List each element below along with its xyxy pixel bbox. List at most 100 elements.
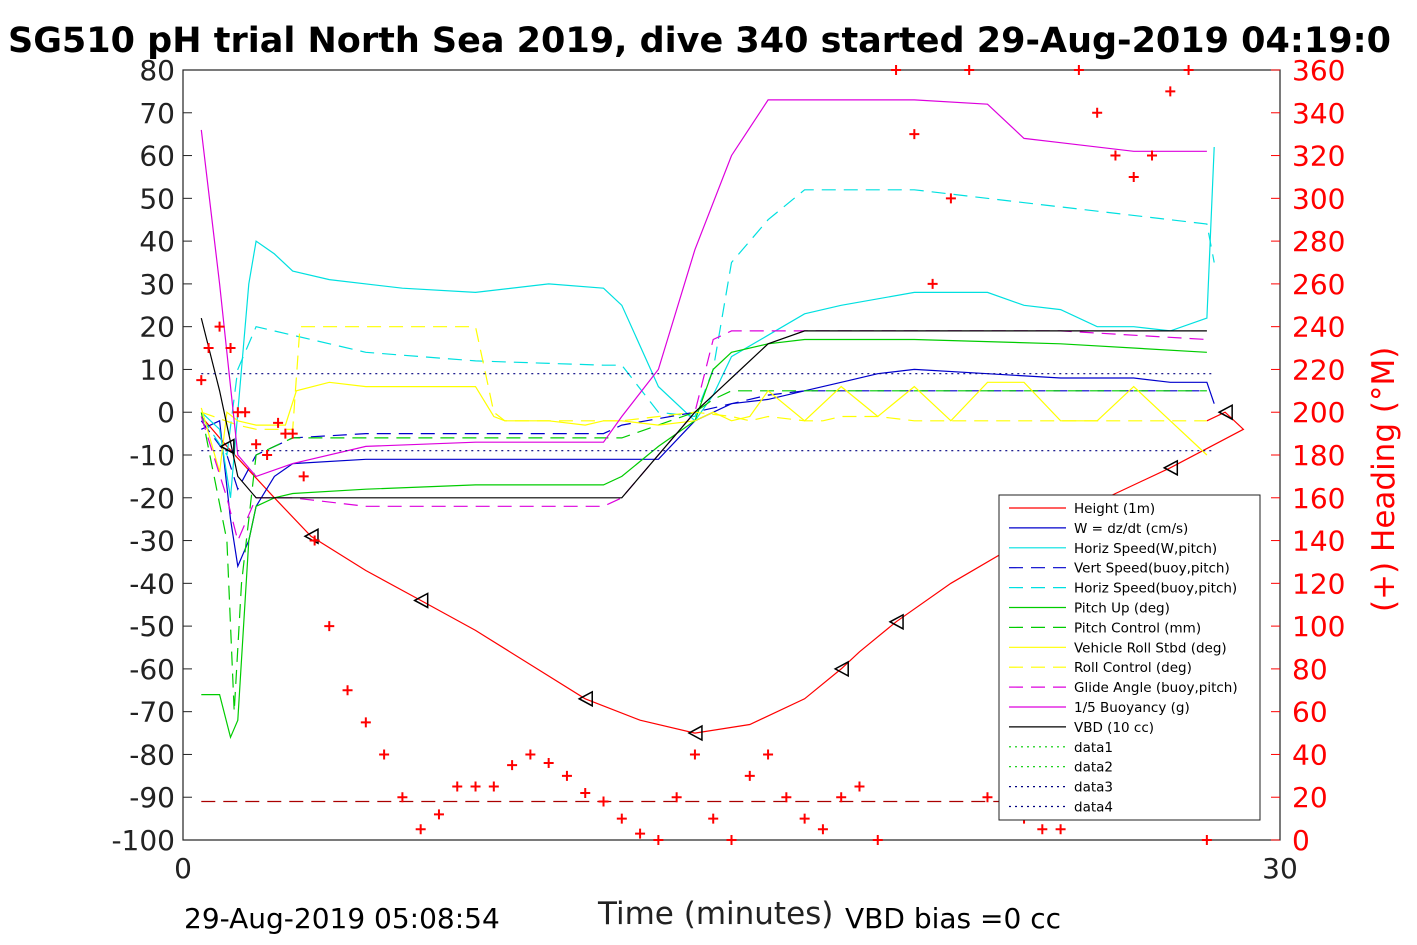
heading-marker [262, 450, 273, 460]
height-marker [1162, 459, 1179, 477]
heading-marker [817, 824, 828, 835]
heading-marker [1201, 835, 1212, 845]
height-marker [413, 592, 429, 609]
y-tick-label: -30 [129, 525, 175, 558]
legend-entry: VBD (10 cc) [1074, 720, 1154, 736]
x-tick-label: 30 [1262, 852, 1298, 885]
heading-marker [653, 835, 664, 845]
series-line-5 [201, 338, 1207, 740]
height-marker [833, 660, 849, 678]
legend: Height (1m) W = dz/dt (cm/s) Horiz Speed(W… [998, 494, 1261, 821]
y-right-tick-label: 120 [1292, 567, 1345, 600]
y-right-tick-label: 300 [1292, 182, 1345, 215]
legend-entry: Pitch Control (mm) [1074, 620, 1201, 636]
heading-marker [689, 749, 700, 760]
y-tick-label: -20 [129, 482, 175, 515]
legend-entry: Horiz Speed(buoy,pitch) [1074, 581, 1237, 597]
y-tick-label: -90 [129, 781, 175, 814]
series-line-10 [200, 99, 1207, 478]
x-axis-label: Time (minutes) [597, 896, 833, 932]
legend-entry: Vehicle Roll Stbd (deg) [1074, 640, 1227, 656]
y-right-tick-label: 180 [1292, 439, 1345, 472]
legend-entry: Horiz Speed(W,pitch) [1074, 541, 1217, 557]
heading-marker [1110, 150, 1121, 161]
legend-box [998, 494, 1261, 821]
legend-entry: data2 [1074, 760, 1113, 776]
heading-marker [909, 129, 920, 140]
heading-marker [342, 685, 353, 696]
heading-marker [1055, 824, 1066, 835]
heading-marker [452, 781, 463, 792]
y-tick-label: -60 [129, 653, 175, 686]
legend-entry: Vert Speed(buoy,pitch) [1074, 561, 1230, 577]
y-tick-label: 80 [139, 54, 175, 87]
right-axis-label: (+) Heading (°M) [1366, 347, 1402, 612]
heading-marker [324, 621, 335, 632]
heading-marker [507, 760, 518, 771]
heading-marker [1092, 107, 1103, 118]
y-right-tick-label: 220 [1292, 353, 1345, 386]
y-tick-label: -70 [129, 696, 175, 729]
heading-marker [1165, 86, 1176, 97]
chart-title: SG510 pH trial North Sea 2019, dive 340 … [8, 21, 1391, 61]
heading-marker [964, 65, 975, 75]
heading-marker [763, 749, 774, 760]
heading-marker [635, 828, 646, 839]
series-line-11 [200, 317, 1207, 499]
heading-marker [251, 439, 262, 450]
y-right-tick-label: 60 [1292, 696, 1328, 729]
heading-marker [203, 343, 214, 354]
heading-marker [854, 781, 865, 792]
heading-marker [891, 65, 902, 75]
y-right-tick-label: 20 [1292, 781, 1328, 814]
footer-vbd-bias: VBD bias =0 cc [845, 902, 1061, 935]
legend-entry: W = dz/dt (cm/s) [1074, 521, 1188, 537]
y-right-tick-label: 200 [1292, 396, 1345, 429]
heading-marker [799, 813, 810, 824]
heading-marker [1183, 65, 1194, 75]
heading-marker [298, 471, 309, 482]
heading-marker [240, 407, 251, 418]
heading-marker [781, 792, 792, 803]
series-line-8 [201, 326, 1207, 430]
y-right-tick-label: 160 [1292, 482, 1345, 515]
heading-marker [744, 770, 755, 781]
series-line-0 [200, 411, 1245, 734]
y-tick-label: 20 [139, 311, 175, 344]
heading-marker [309, 535, 320, 546]
heading-marker [196, 375, 207, 386]
y-right-tick-label: 40 [1292, 738, 1328, 771]
y-tick-label: -80 [129, 738, 175, 771]
y-right-tick-label: 280 [1292, 225, 1345, 258]
y-right-tick-label: 240 [1292, 311, 1345, 344]
heading-marker [708, 813, 719, 824]
heading-marker [397, 792, 408, 803]
legend-entry: data3 [1074, 780, 1113, 796]
heading-marker [379, 749, 390, 760]
y-tick-label: 50 [139, 182, 175, 215]
y-tick-label: 0 [157, 396, 175, 429]
heading-marker [287, 428, 298, 439]
heading-marker [598, 796, 609, 807]
series-line-4 [200, 189, 1215, 457]
series-line-2 [200, 146, 1215, 498]
y-right-tick-label: 100 [1292, 610, 1345, 643]
y-tick-label: 40 [139, 225, 175, 258]
heading-marker [470, 781, 481, 792]
legend-entry: data4 [1074, 800, 1113, 816]
legend-entry: Pitch Up (deg) [1074, 601, 1170, 617]
heading-marker [616, 813, 627, 824]
y-right-tick-label: 140 [1292, 525, 1345, 558]
heading-marker [225, 343, 236, 354]
heading-marker [1073, 65, 1084, 75]
y-tick-label: -100 [111, 824, 175, 857]
y-right-tick-label: 360 [1292, 54, 1345, 87]
heading-marker [982, 792, 993, 803]
heading-marker [671, 792, 682, 803]
heading-marker [836, 792, 847, 803]
heading-marker [927, 278, 938, 289]
y-right-tick-label: 0 [1292, 824, 1310, 857]
heading-marker [872, 835, 883, 845]
heading-marker [415, 824, 426, 835]
heading-marker [945, 193, 956, 204]
